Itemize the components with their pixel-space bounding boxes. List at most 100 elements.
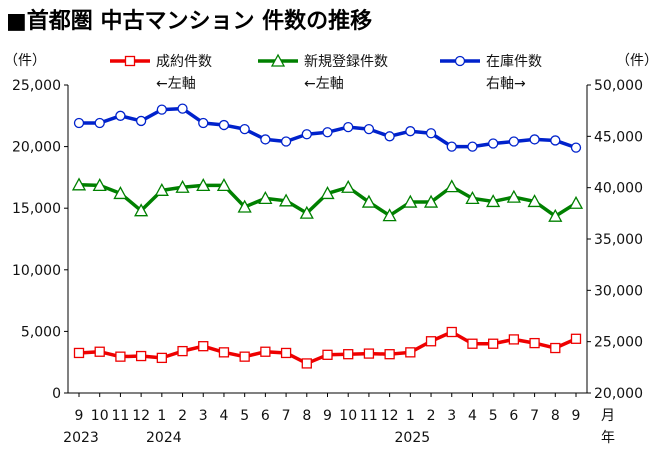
data-point-square bbox=[467, 338, 478, 349]
right-tick-label: 40,000 bbox=[594, 181, 643, 197]
left-tick-label: 25,000 bbox=[12, 78, 61, 94]
data-point-square bbox=[488, 338, 499, 349]
data-point-circle bbox=[467, 141, 478, 152]
right-tick-label: 35,000 bbox=[594, 232, 643, 248]
data-point-circle bbox=[550, 135, 561, 146]
data-point-triangle bbox=[154, 182, 169, 196]
legend-item: 新規登録件数 ←左軸 bbox=[258, 53, 388, 92]
x-tick-label: 12 bbox=[381, 408, 399, 424]
data-point-triangle bbox=[423, 194, 439, 208]
data-point-square bbox=[239, 351, 250, 362]
data-point-square bbox=[198, 341, 209, 352]
legend-axis-note: ←左軸 bbox=[304, 76, 344, 92]
series-1 bbox=[71, 177, 584, 222]
data-point-triangle bbox=[299, 205, 314, 219]
year-label: 2025 bbox=[395, 430, 431, 446]
data-point-circle bbox=[135, 115, 147, 127]
x-tick-label: 12 bbox=[132, 408, 150, 424]
x-tick-label: 2 bbox=[427, 408, 436, 424]
data-point-circle bbox=[280, 136, 292, 147]
data-point-circle bbox=[260, 134, 271, 145]
data-point-circle bbox=[488, 138, 499, 149]
data-point-circle bbox=[73, 117, 85, 129]
data-point-triangle bbox=[196, 178, 211, 192]
data-point-triangle bbox=[270, 53, 286, 67]
legend-label: 新規登録件数 bbox=[304, 54, 388, 70]
data-point-square bbox=[94, 346, 105, 357]
data-point-circle bbox=[405, 126, 416, 137]
data-point-circle bbox=[94, 117, 105, 129]
x-tick-label: 9 bbox=[75, 408, 84, 424]
data-point-triangle bbox=[216, 178, 232, 192]
data-point-square bbox=[384, 349, 395, 360]
data-point-triangle bbox=[465, 190, 480, 204]
x-tick-label: 8 bbox=[551, 408, 560, 424]
legend-axis-note: 右軸→ bbox=[486, 76, 526, 92]
left-tick-label: 0 bbox=[52, 386, 61, 402]
legend-label: 在庫件数 bbox=[486, 53, 542, 70]
x-tick-label: 3 bbox=[447, 408, 456, 424]
x-unit-year: 年 bbox=[601, 430, 615, 446]
x-unit-month: 月 bbox=[601, 408, 615, 424]
data-point-triangle bbox=[278, 193, 294, 207]
data-point-circle bbox=[343, 121, 354, 133]
data-point-triangle bbox=[382, 208, 397, 222]
data-point-circle bbox=[425, 128, 437, 139]
left-axis-unit: （件） bbox=[4, 53, 46, 69]
data-point-triangle bbox=[341, 179, 356, 193]
data-point-square bbox=[177, 345, 188, 357]
data-point-square bbox=[124, 55, 136, 67]
data-point-triangle bbox=[486, 194, 501, 208]
legend-item: 成約件数 ←左軸 bbox=[110, 54, 212, 92]
data-point-triangle bbox=[175, 179, 190, 193]
data-point-triangle bbox=[548, 208, 563, 222]
data-point-square bbox=[570, 333, 582, 344]
data-point-square bbox=[550, 342, 561, 354]
x-tick-label: 2 bbox=[178, 408, 187, 424]
data-point-circle bbox=[529, 134, 540, 145]
data-point-triangle bbox=[568, 195, 584, 209]
data-point-circle bbox=[508, 136, 520, 147]
data-point-circle bbox=[198, 117, 209, 129]
right-tick-label: 50,000 bbox=[594, 78, 643, 94]
data-point-circle bbox=[454, 55, 466, 67]
x-tick-label: 9 bbox=[323, 408, 332, 424]
x-tick-label: 5 bbox=[489, 408, 498, 424]
data-point-square bbox=[73, 347, 85, 359]
data-point-triangle bbox=[444, 179, 459, 193]
series-0 bbox=[73, 326, 582, 369]
data-point-square bbox=[135, 350, 147, 362]
data-point-triangle bbox=[237, 199, 252, 213]
data-point-square bbox=[218, 347, 230, 358]
data-point-circle bbox=[301, 129, 312, 140]
data-point-square bbox=[425, 336, 437, 347]
series-2 bbox=[73, 103, 582, 153]
axes: 0 5,000 10,000 15,000 20,000 25,000 20,000 25,0… bbox=[12, 78, 643, 446]
data-point-square bbox=[280, 347, 292, 359]
data-point-circle bbox=[115, 110, 126, 121]
x-tick-label: 8 bbox=[302, 408, 311, 424]
x-tick-label: 11 bbox=[360, 408, 378, 424]
data-point-square bbox=[301, 358, 312, 369]
x-tick-label: 7 bbox=[282, 408, 291, 424]
data-point-triangle bbox=[361, 194, 377, 208]
x-tick-label: 5 bbox=[240, 408, 249, 424]
data-point-triangle bbox=[113, 186, 128, 200]
left-tick-label: 5,000 bbox=[21, 324, 61, 340]
left-tick-label: 15,000 bbox=[12, 201, 61, 217]
data-point-triangle bbox=[92, 178, 107, 192]
data-point-triangle bbox=[403, 194, 418, 208]
right-tick-label: 30,000 bbox=[594, 283, 643, 299]
data-point-triangle bbox=[71, 177, 87, 191]
data-point-circle bbox=[446, 141, 457, 152]
right-tick-label: 25,000 bbox=[594, 335, 643, 351]
year-label: 2023 bbox=[63, 430, 99, 446]
left-tick-label: 10,000 bbox=[12, 263, 61, 279]
data-point-square bbox=[322, 349, 333, 360]
data-point-square bbox=[115, 351, 126, 362]
legend-label: 成約件数 bbox=[156, 54, 212, 70]
data-point-circle bbox=[322, 127, 333, 138]
x-tick-label: 10 bbox=[339, 408, 357, 424]
data-point-triangle bbox=[527, 194, 542, 208]
